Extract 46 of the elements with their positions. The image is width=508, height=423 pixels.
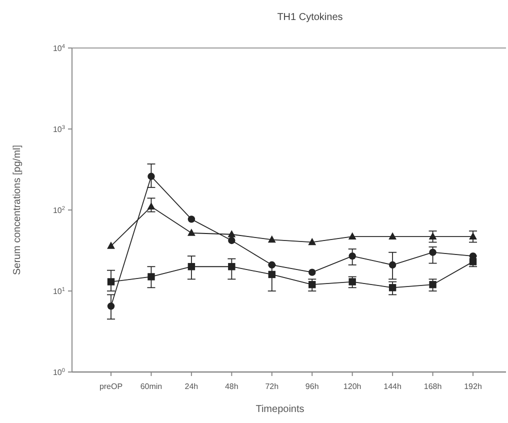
x-tick-label: 192h [464, 382, 482, 391]
x-tick-label: 72h [265, 382, 279, 391]
point [148, 273, 155, 280]
point [469, 232, 477, 240]
x-tick-label: 168h [424, 382, 442, 391]
point [188, 216, 196, 223]
point [348, 252, 356, 260]
point [428, 232, 437, 240]
point [308, 280, 316, 288]
x-tick-label: 96h [305, 382, 319, 391]
point [429, 280, 436, 288]
point [147, 202, 156, 210]
chart-title: TH1 Cytokines [277, 12, 343, 23]
x-tick-label: 120h [343, 382, 362, 391]
point [188, 263, 196, 270]
y-tick-label: 10$^{4}$ [52, 44, 65, 53]
point [388, 284, 396, 292]
x-tick-label: 60min [140, 382, 162, 391]
point [388, 232, 397, 240]
point [268, 235, 276, 243]
point [429, 248, 436, 256]
y-axis-title: Serum concentrations [pg/ml] [12, 144, 23, 276]
x-tick-label: 144h [384, 382, 402, 391]
point [348, 232, 356, 240]
point [388, 261, 396, 268]
x-tick-label: 48h [224, 382, 238, 391]
point [107, 278, 115, 286]
point [469, 258, 477, 266]
y-tick-label: 10$^{3}$ [52, 125, 65, 134]
point [187, 228, 196, 236]
point [228, 263, 236, 270]
point [268, 270, 276, 278]
y-tick-label: 10$^{1}$ [52, 287, 65, 296]
x-tick-label: 24h [184, 382, 198, 391]
point [107, 242, 115, 249]
x-tick-label: preOP [99, 382, 123, 391]
point [228, 236, 236, 244]
y-tick-label: 10$^{0}$ [52, 368, 65, 377]
point [148, 172, 155, 180]
point [308, 238, 316, 246]
point [348, 278, 356, 286]
point [308, 268, 316, 276]
y-tick-label: 10$^{2}$ [52, 206, 65, 215]
point [107, 302, 115, 310]
point [228, 230, 236, 238]
x-axis-title: Timepoints [256, 404, 304, 415]
